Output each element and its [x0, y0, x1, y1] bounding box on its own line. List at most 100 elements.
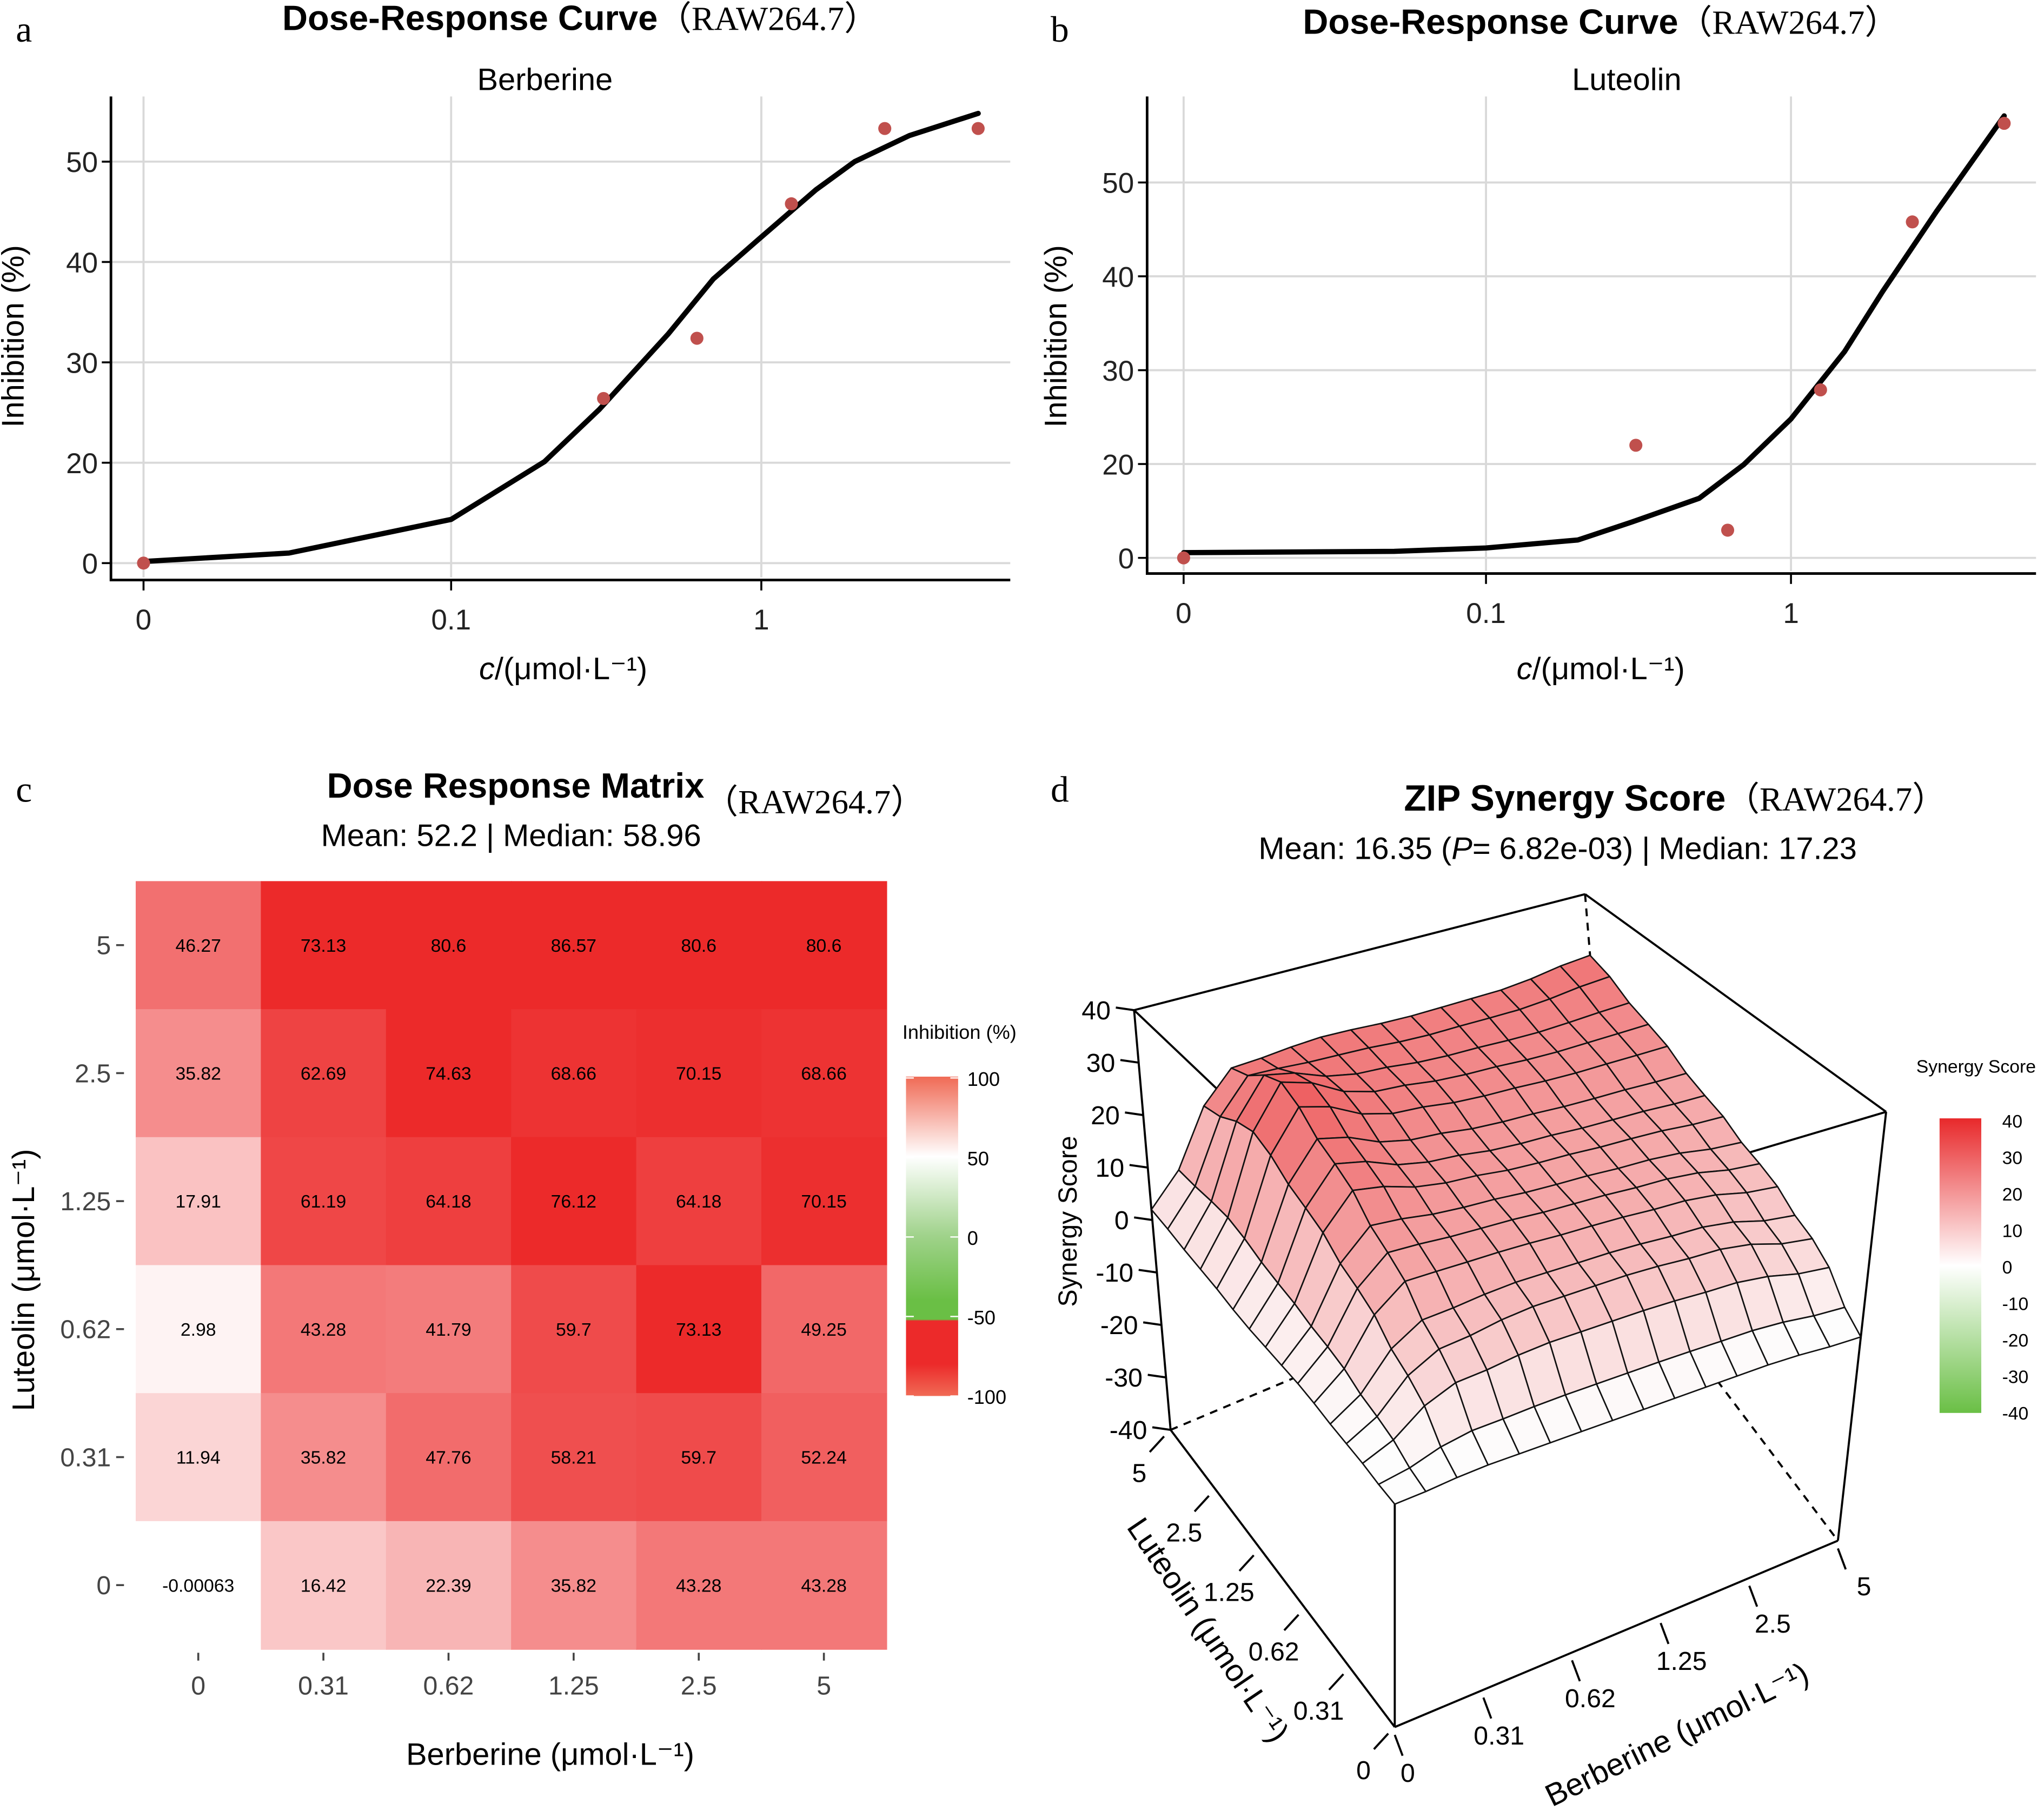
box-edge	[1133, 893, 1585, 1011]
z-tick-label: -10	[1096, 1258, 1133, 1288]
x-tick	[1837, 1548, 1847, 1570]
axis-lines	[109, 96, 1011, 582]
heatmap-cell-value: 16.42	[301, 1575, 346, 1596]
heatmap-cell	[636, 1521, 762, 1650]
y-tick-label: 40	[66, 247, 98, 279]
surface-facet	[1378, 1467, 1427, 1505]
y-tick-label: 2.5	[75, 1059, 111, 1088]
zip-synergy-surface: 40 30 20 10 0 -10 -20 -30 -40 0 0.31 0.62 1.25 2.5 5 0 0…	[1081, 893, 2029, 1788]
chart-a-subtitle: Berberine	[477, 62, 613, 97]
panel-letter-b: b	[1051, 9, 1069, 50]
heatmap-cell-value: 17.91	[175, 1191, 221, 1212]
synergy-legend-title: Synergy Score	[1916, 1057, 2036, 1077]
y-tick-label: 0	[1118, 543, 1134, 575]
heatmap-cell-value: 80.6	[806, 936, 842, 956]
chart-a-ylabel: Inhibition (%)	[0, 245, 31, 427]
data-point	[690, 331, 704, 345]
x-tick-label: 0	[1176, 598, 1192, 629]
chart-b-subtitle: Luteolin	[1572, 62, 1682, 97]
y-tick-label: 0	[82, 548, 98, 580]
data-point	[1629, 439, 1643, 452]
heatmap-cell	[386, 1393, 512, 1522]
z-tick	[1125, 1111, 1144, 1116]
x-tick-label: 5	[1857, 1572, 1872, 1601]
x-tick-label: 0	[191, 1671, 205, 1700]
dose-response-matrix-heatmap: 46.27 73.13 80.6 86.57 80.6 80.6 5 35.82 62.69 74…	[60, 881, 1006, 1700]
data-point	[878, 122, 892, 135]
y-tick	[1193, 1495, 1210, 1513]
z-tick	[1116, 1006, 1134, 1011]
y-tick-label: 40	[1102, 261, 1134, 293]
z-tick-label: 0	[1114, 1206, 1129, 1235]
heatmap-cell-value: 70.15	[676, 1063, 721, 1084]
chart-d-subtitle: Mean: 16.35 (P= 6.82e-03) | Median: 17.2…	[1258, 831, 1856, 866]
heatmap-cell-value: 80.6	[681, 936, 716, 956]
data-point	[597, 392, 610, 405]
y-tick-label: 50	[66, 147, 98, 178]
x-tick-label: 1.25	[548, 1671, 599, 1700]
heatmap-cell	[386, 1137, 512, 1266]
legend-tick-label: 0	[967, 1227, 978, 1249]
legend-tick-label: -30	[2002, 1367, 2029, 1387]
legend-tick-label: 40	[2002, 1111, 2023, 1132]
heatmap-cell-value: 62.69	[301, 1063, 346, 1084]
y-tick-label: 30	[1102, 355, 1134, 387]
y-tick-label: 5	[1132, 1459, 1147, 1488]
heatmap-cell	[261, 1393, 387, 1522]
y-tick-label: 0.31	[1293, 1696, 1344, 1726]
heatmap-cell-value: 47.76	[426, 1448, 471, 1468]
heatmap-cell	[511, 881, 637, 1010]
heatmap-cell	[511, 1393, 637, 1522]
heatmap-cell	[386, 1521, 512, 1650]
z-tick	[1152, 1426, 1171, 1431]
z-tick	[1138, 1269, 1157, 1274]
legend-tick-label: 100	[967, 1068, 1000, 1090]
legend-tick-label: -100	[967, 1386, 1006, 1408]
heatmap-cell	[261, 881, 387, 1010]
z-tick-label: 10	[1096, 1153, 1125, 1183]
heatmap-cell	[761, 1265, 887, 1394]
heatmap-cell-value: 58.21	[551, 1448, 596, 1468]
legend-tick-label: -50	[967, 1307, 996, 1329]
heatmap-cell	[511, 1521, 637, 1650]
chart-d-xlabel: Berberine (μmol·L⁻¹)	[1540, 1656, 1814, 1813]
x-tick-label: 0.62	[423, 1671, 474, 1700]
chart-d-title: ZIP Synergy Score（RAW264.7）	[1404, 778, 1946, 819]
chart-c-subtitle: Mean: 52.2 | Median: 58.96	[321, 818, 701, 853]
heatmap-cell	[135, 1393, 262, 1522]
z-tick	[1129, 1164, 1148, 1169]
z-tick	[1147, 1374, 1166, 1379]
heatmap-cell	[261, 1265, 387, 1394]
data-point	[137, 556, 150, 570]
y-tick-label: 1.25	[1204, 1577, 1255, 1607]
x-tick-label: 1	[1783, 598, 1799, 629]
heatmap-cell	[135, 1265, 262, 1394]
heatmap-cell-value: 35.82	[301, 1448, 346, 1468]
box-edge	[1584, 893, 1887, 1113]
z-tick-label: -20	[1100, 1311, 1138, 1340]
heatmap-cell	[135, 1137, 262, 1266]
heatmap-cell	[261, 1009, 387, 1138]
heatmap-cell	[386, 1009, 512, 1138]
heatmap-cell-value: 74.63	[426, 1063, 471, 1084]
chart-a-xlabel: c/(μmol·L⁻¹)	[479, 652, 647, 686]
heatmap-cell	[135, 881, 262, 1010]
y-tick	[1238, 1554, 1255, 1572]
heatmap-cell-value: 73.13	[301, 936, 346, 956]
x-tick	[1482, 1697, 1492, 1719]
data-point	[785, 197, 798, 210]
z-tick-label: -40	[1110, 1416, 1147, 1445]
y-tick-label: 20	[66, 448, 98, 480]
heatmap-cell-value: 61.19	[301, 1191, 346, 1212]
heatmap-cell	[636, 1393, 762, 1522]
heatmap-cell	[761, 1009, 887, 1138]
z-tick-label: 40	[1081, 996, 1111, 1025]
heatmap-cell	[636, 1265, 762, 1394]
heatmap-cell-value: 64.18	[426, 1191, 471, 1212]
heatmap-cell-value: 35.82	[175, 1063, 221, 1084]
x-tick	[1393, 1734, 1404, 1756]
heatmap-cell-value: 68.66	[551, 1063, 596, 1084]
axis-lines	[1145, 96, 2036, 575]
y-tick-label: 0.31	[60, 1443, 111, 1472]
chart-c-title: Dose Response Matrix（RAW264.7）	[327, 766, 925, 821]
